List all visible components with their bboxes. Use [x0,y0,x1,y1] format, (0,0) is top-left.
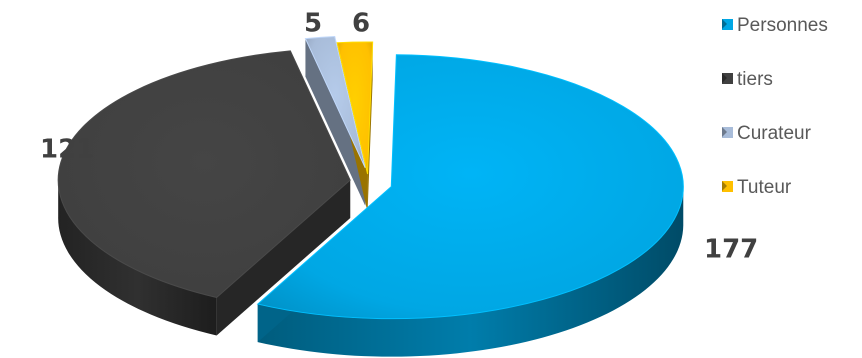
data-label-tuteur: 6 [352,9,370,39]
legend-swatch-personnes [722,19,733,30]
slice-curateur [304,35,366,168]
legend-label-personnes: Personnes [737,15,828,36]
data-label-curateur: 5 [304,9,322,39]
slice-personnes [256,54,684,320]
legend-item-tuteur: Tuteur [722,174,860,201]
slice-tiers [57,50,351,299]
legend-swatch-tiers [722,73,733,84]
slice-tuteur [336,41,374,175]
legend-label-tuteur: Tuteur [737,177,792,198]
legend-item-curateur: Curateur [722,120,860,147]
data-label-personnes: 177 [704,235,758,265]
legend-item-tiers: tiers [722,66,860,93]
legend-swatch-curateur [722,127,733,138]
legend-swatch-tuteur [722,181,733,192]
legend-item-personnes: Personnes [722,12,860,39]
data-label-tiers: 121 [40,135,94,165]
legend-label-tiers: tiers [737,69,773,90]
chart-legend: Personnes tiers Curateur Tuteur [722,12,860,228]
legend-label-curateur: Curateur [737,123,811,144]
